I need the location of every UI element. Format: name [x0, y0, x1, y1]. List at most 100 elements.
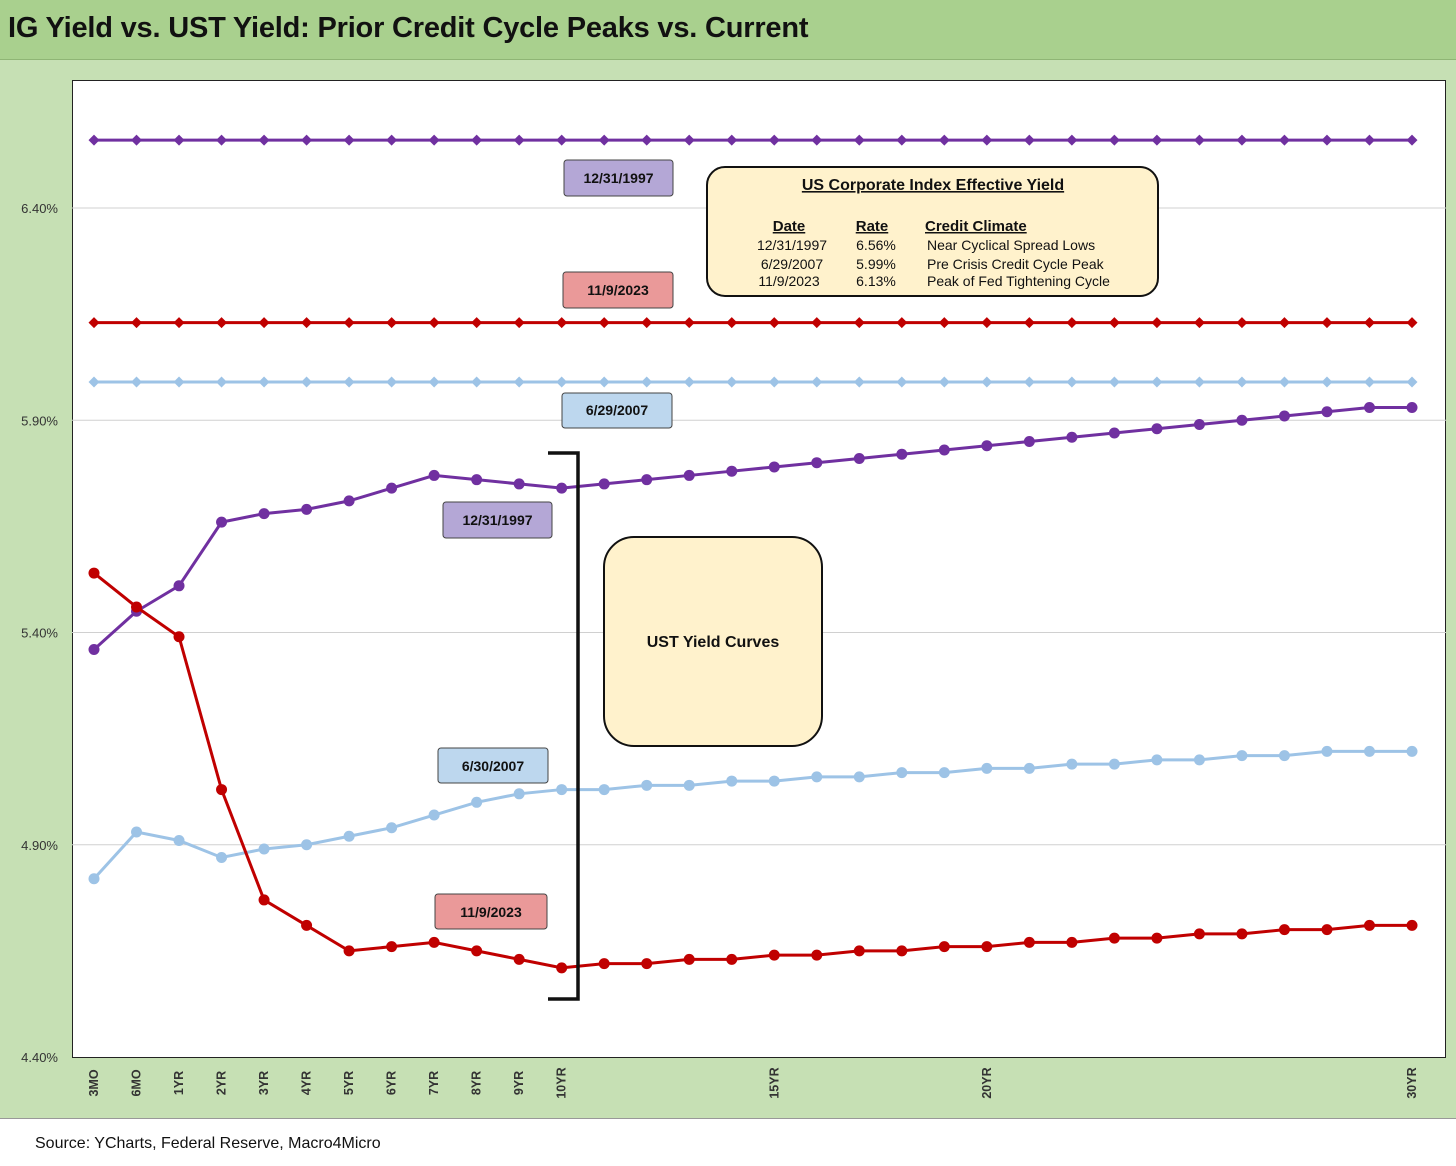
data-point	[1023, 376, 1035, 388]
data-point	[471, 796, 483, 808]
series-3	[88, 402, 1418, 655]
info-row-3-rate: 6.13%	[856, 273, 896, 289]
data-point	[301, 317, 313, 329]
ust-yield-curves-box	[603, 536, 823, 747]
data-point	[258, 508, 270, 520]
data-point	[1193, 418, 1205, 430]
grid	[72, 207, 1446, 846]
data-point	[726, 953, 738, 965]
data-point	[683, 317, 695, 329]
data-point	[1236, 750, 1248, 762]
data-point	[1151, 134, 1163, 146]
data-point	[173, 835, 185, 847]
data-point	[811, 134, 823, 146]
data-point	[173, 134, 185, 146]
x-tick-label: 20YR	[980, 1067, 994, 1098]
data-point	[1363, 919, 1375, 931]
data-point	[343, 945, 355, 957]
x-tick-label: 6MO	[130, 1069, 144, 1096]
data-point	[726, 465, 738, 477]
data-point	[173, 631, 185, 643]
info-row-1-rate: 6.56%	[856, 237, 896, 253]
data-point	[1406, 134, 1418, 146]
data-point	[1151, 317, 1163, 329]
data-point	[811, 771, 823, 783]
label-tag-purple-curve	[442, 501, 553, 539]
label-blue-flat: 6/29/2007	[586, 402, 648, 418]
data-point	[301, 839, 313, 851]
data-point	[513, 317, 525, 329]
data-point	[1108, 932, 1120, 944]
data-point	[1321, 406, 1333, 418]
data-point	[1023, 936, 1035, 948]
data-point	[641, 134, 653, 146]
x-tick-label: 7YR	[427, 1071, 441, 1095]
data-point	[556, 134, 568, 146]
data-point	[1108, 317, 1120, 329]
data-point	[173, 580, 185, 592]
data-point	[343, 495, 355, 507]
data-point	[343, 830, 355, 842]
data-point	[556, 962, 568, 974]
data-point	[981, 134, 993, 146]
label-red-flat: 11/9/2023	[587, 282, 649, 298]
data-point	[1023, 762, 1035, 774]
data-point	[1151, 754, 1163, 766]
data-point	[556, 317, 568, 329]
data-point	[1108, 758, 1120, 770]
data-point	[1193, 376, 1205, 388]
data-point	[1278, 924, 1290, 936]
y-tick-label: 4.90%	[21, 838, 58, 853]
info-row-1-date: 12/31/1997	[757, 237, 827, 253]
data-point	[131, 317, 143, 329]
data-point	[1278, 134, 1290, 146]
data-point	[471, 474, 483, 486]
data-point	[1363, 745, 1375, 757]
data-point	[216, 376, 228, 388]
data-point	[641, 317, 653, 329]
data-point	[1278, 317, 1290, 329]
x-tick-label: 10YR	[555, 1067, 569, 1098]
data-point	[1363, 402, 1375, 414]
data-point	[598, 478, 610, 490]
data-point	[896, 767, 908, 779]
data-point	[683, 779, 695, 791]
data-point	[981, 376, 993, 388]
x-tick-label: 2YR	[215, 1071, 229, 1095]
label-red-curve: 11/9/2023	[460, 904, 522, 920]
data-point	[641, 474, 653, 486]
data-point	[386, 482, 398, 494]
data-point	[1151, 423, 1163, 435]
data-point	[981, 762, 993, 774]
series-0	[88, 134, 1418, 146]
info-row-3-date: 11/9/2023	[758, 273, 819, 289]
data-point	[641, 376, 653, 388]
data-point	[131, 601, 143, 613]
data-point	[1023, 134, 1035, 146]
data-point	[88, 134, 100, 146]
data-point	[173, 317, 185, 329]
data-point	[811, 949, 823, 961]
data-point	[768, 376, 780, 388]
data-point	[258, 317, 270, 329]
info-box-title: US Corporate Index Effective Yield	[802, 177, 1064, 194]
data-point	[853, 376, 865, 388]
data-point	[981, 317, 993, 329]
data-point	[216, 851, 228, 863]
data-point	[301, 376, 313, 388]
data-point	[131, 376, 143, 388]
data-point	[1406, 317, 1418, 329]
data-point	[1193, 134, 1205, 146]
data-point	[1406, 376, 1418, 388]
data-point	[768, 134, 780, 146]
series-line	[92, 406, 1412, 651]
data-point	[88, 376, 100, 388]
data-point	[513, 788, 525, 800]
chart-svg: 4.40% 4.90% 5.40% 5.90% 6.40% 3MO 6MO 1YR 2YR 3Y…	[21, 134, 1446, 1099]
data-point	[726, 134, 738, 146]
data-point	[343, 134, 355, 146]
data-point	[1321, 924, 1333, 936]
data-point	[513, 376, 525, 388]
data-point	[896, 317, 908, 329]
data-point	[1406, 745, 1418, 757]
